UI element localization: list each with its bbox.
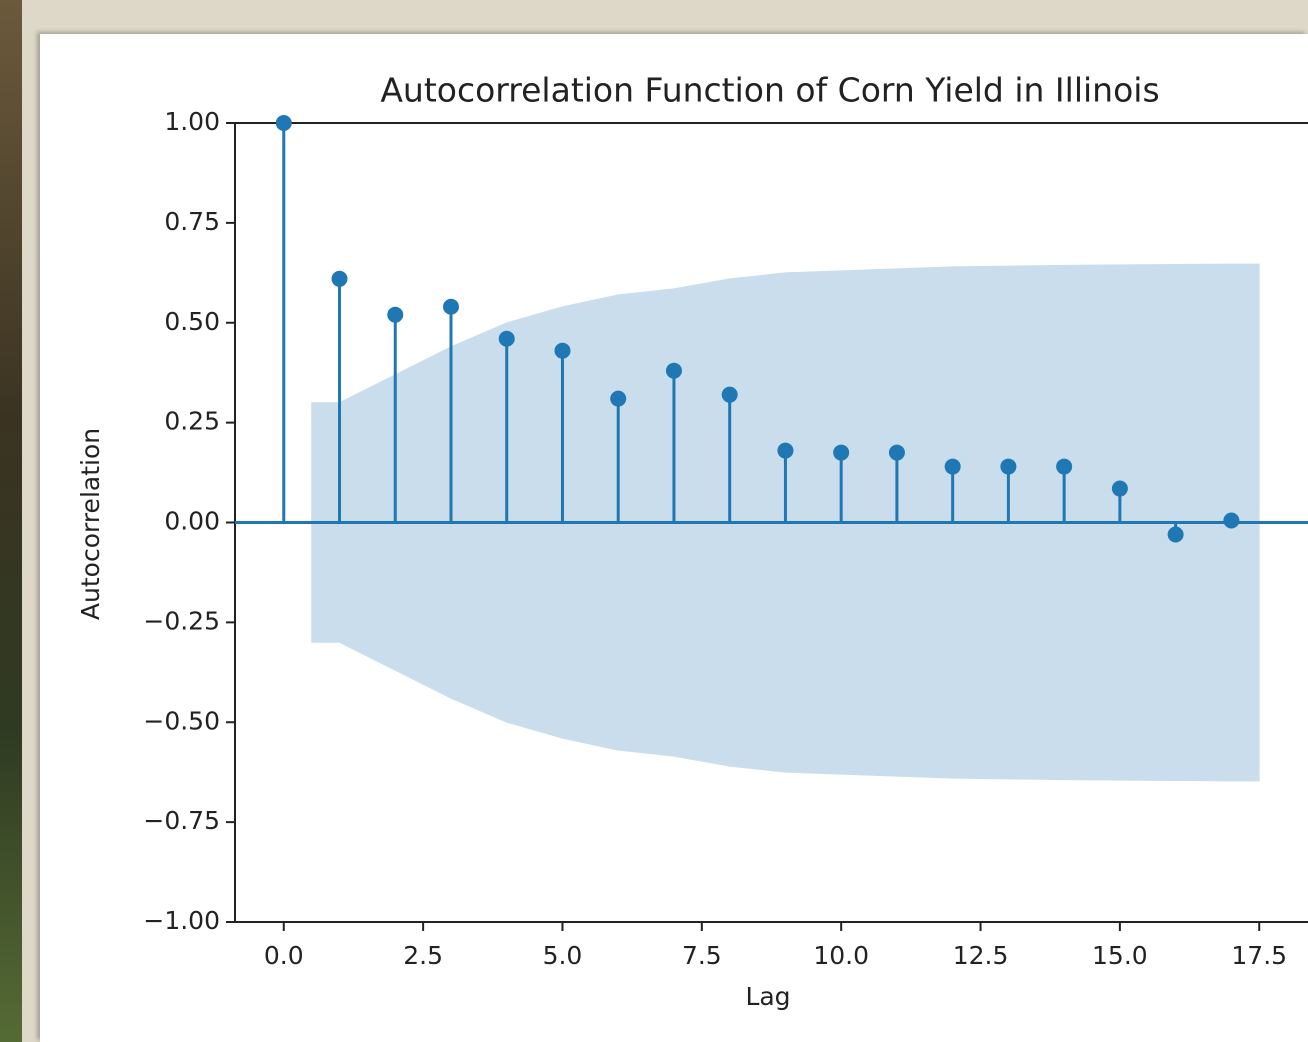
stem-marker [888,444,905,461]
y-tick-label: 1.00 [164,107,220,136]
stem-marker [610,390,627,407]
x-tick-label: 7.5 [682,941,722,970]
stem-marker [1000,458,1017,475]
x-tick-label: 10.0 [813,941,869,970]
y-tick-label: 0.25 [164,407,220,436]
x-tick-label: 0.0 [264,941,304,970]
stem-marker [1056,458,1073,475]
stem-marker [833,444,850,461]
stem-marker [331,270,348,287]
x-tick-label: 2.5 [403,941,443,970]
x-tick-label: 5.0 [543,941,583,970]
stem-marker [1167,526,1184,543]
stem-marker [1111,480,1128,497]
stem-marker [944,458,961,475]
y-tick-label: 0.50 [164,307,220,336]
stem-marker [777,442,794,459]
stem-marker [387,306,404,323]
confidence-band [311,263,1260,523]
y-tick-label: 0.00 [164,507,220,536]
x-tick-label: 12.5 [953,941,1009,970]
background-strip [0,0,22,1042]
stem-marker [665,362,682,379]
confidence-band [311,522,1260,782]
x-tick-label: 15.0 [1092,941,1148,970]
x-tick-label: 17.5 [1231,941,1287,970]
stem-marker [1223,512,1240,529]
y-axis-label: Autocorrelation [76,428,105,620]
chart-title: Autocorrelation Function of Corn Yield i… [380,71,1159,110]
y-tick-label: −0.25 [143,606,220,635]
y-tick-label: 0.75 [164,207,220,236]
stem-marker [498,330,515,347]
x-axis-label: Lag [745,982,790,1011]
y-tick-label: −0.50 [143,706,220,735]
stem-marker [554,342,571,359]
stem-marker [721,386,738,403]
y-tick-label: −1.00 [143,906,220,935]
stem-marker [442,298,459,315]
y-tick-label: −0.75 [143,806,220,835]
stem-marker [275,115,292,131]
